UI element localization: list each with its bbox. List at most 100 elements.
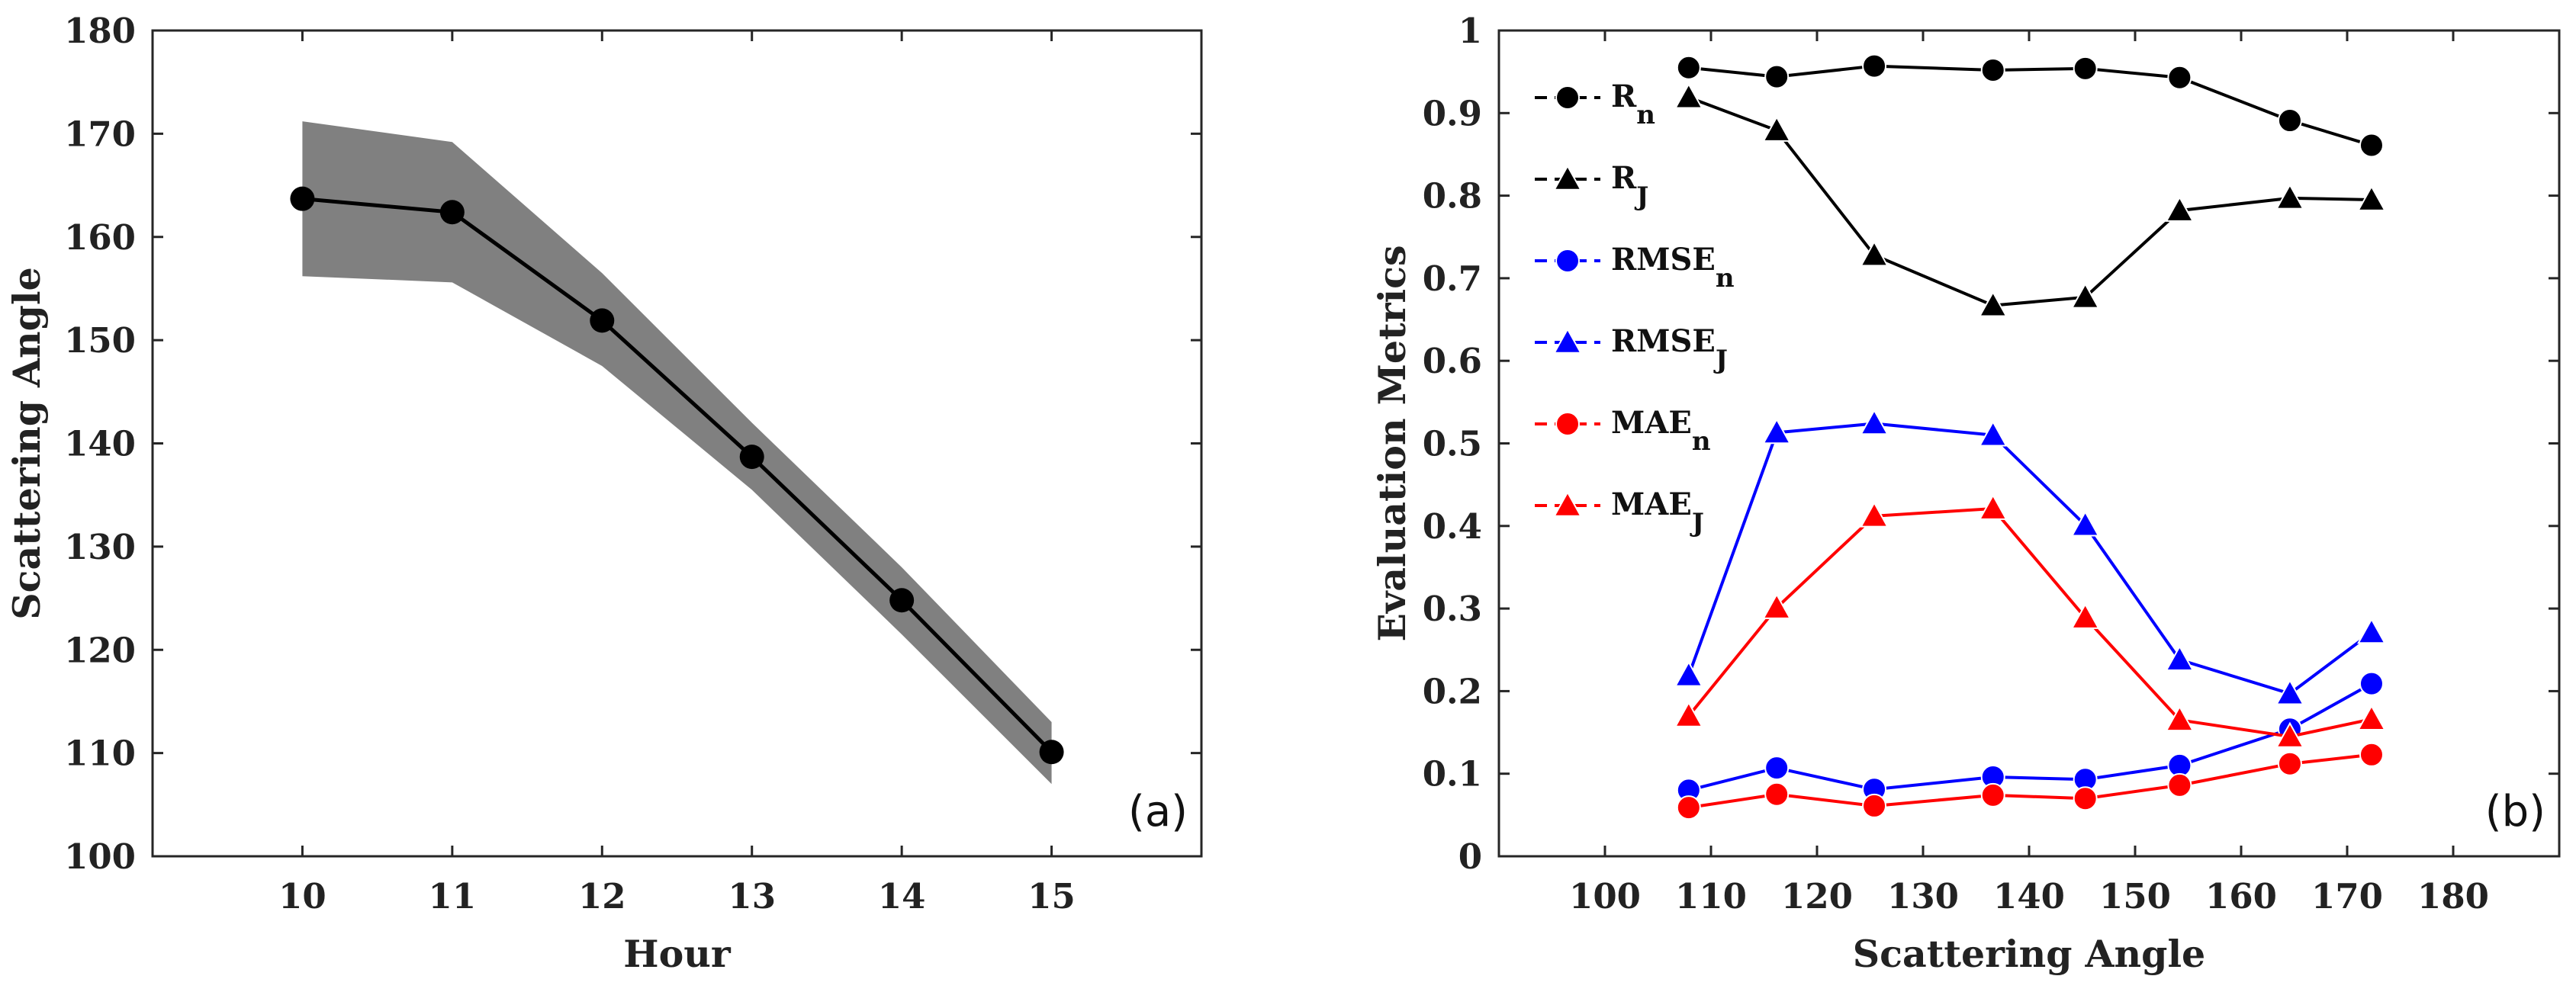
legend-name: R <box>1611 79 1637 114</box>
x-axis-label: Scattering Angle <box>1853 932 2206 976</box>
x-axis-label: Hour <box>623 932 732 976</box>
y-tick-label: 0.6 <box>1423 341 1482 381</box>
series-rmse-j <box>1674 409 2386 705</box>
y-tick-label: 0.3 <box>1423 589 1482 629</box>
legend-entry: RMSEn <box>1611 242 1735 294</box>
legend-entry: RJ <box>1611 160 1648 212</box>
x-tick-label: 14 <box>878 876 926 917</box>
y-tick-label: 130 <box>64 527 136 567</box>
x-tick-label: 12 <box>578 876 626 917</box>
data-point <box>1978 291 2008 317</box>
legend-marker <box>1553 164 1582 191</box>
legend-subscript: n <box>1692 426 1711 457</box>
legend-name: RMSE <box>1611 242 1716 278</box>
mean-point <box>889 588 915 613</box>
data-point <box>1978 420 2008 447</box>
x-tick-label: 11 <box>429 876 477 917</box>
data-point <box>1764 756 1790 781</box>
y-tick-label: 1 <box>1458 11 1482 51</box>
mean-point <box>1039 740 1064 765</box>
y-tick-label: 0.8 <box>1423 176 1482 217</box>
legend-marker <box>1553 490 1582 517</box>
y-tick-label: 120 <box>64 630 136 670</box>
y-tick-label: 0.1 <box>1423 754 1482 795</box>
y-tick-label: 110 <box>64 734 136 774</box>
data-point <box>1862 793 1887 818</box>
mean-point <box>590 308 615 333</box>
data-point <box>2357 704 2386 731</box>
data-point <box>1762 592 1792 619</box>
data-point <box>1860 240 1889 267</box>
mean-line <box>302 197 1053 754</box>
data-point <box>1674 660 1703 687</box>
legend-name: MAE <box>1611 486 1692 522</box>
series-line <box>1688 753 2372 810</box>
data-point <box>2277 108 2302 133</box>
y-tick-label: 170 <box>64 114 136 154</box>
data-point <box>2275 183 2304 210</box>
mean-point <box>739 445 764 470</box>
series-rmse-n <box>1676 671 2384 803</box>
data-point <box>2070 282 2100 309</box>
y-tick-label: 0 <box>1458 836 1482 877</box>
y-tick-label: 140 <box>64 424 136 464</box>
legend-subscript: n <box>1716 263 1735 294</box>
x-tick-label: 170 <box>2311 876 2383 917</box>
data-point <box>1764 64 1790 89</box>
legend-name: MAE <box>1611 405 1692 441</box>
data-point <box>2359 133 2384 158</box>
data-point <box>1862 53 1887 79</box>
legend-subscript: J <box>1713 345 1728 375</box>
data-point <box>1762 115 1792 142</box>
data-point <box>2167 772 2192 798</box>
y-axis-label: Evaluation Metrics <box>1370 245 1414 641</box>
data-point <box>1764 782 1790 807</box>
x-tick-label: 100 <box>1569 876 1641 917</box>
y-tick-label: 100 <box>64 836 136 877</box>
x-tick-label: 110 <box>1675 876 1747 917</box>
data-point <box>1980 57 2005 82</box>
data-point <box>2073 56 2098 81</box>
series-r-n <box>1676 53 2384 158</box>
y-axis-label: Scattering Angle <box>5 267 49 620</box>
legend-marker <box>1553 327 1582 354</box>
legend-name: R <box>1611 160 1637 196</box>
panel-label: (b) <box>2485 787 2545 836</box>
data-point <box>1676 795 1701 820</box>
series-line <box>1688 682 2372 792</box>
y-tick-label: 160 <box>64 217 136 258</box>
x-tick-label: 180 <box>2417 876 2489 917</box>
series-r-j <box>1674 82 2386 317</box>
x-tick-label: 140 <box>1993 876 2065 917</box>
data-point <box>2275 721 2304 748</box>
data-point <box>1978 493 2008 520</box>
data-point <box>1860 409 1889 435</box>
legend-entry: MAEn <box>1611 405 1711 457</box>
mean-point <box>439 200 465 225</box>
x-tick-label: 10 <box>278 876 326 917</box>
legend-subscript: J <box>1634 181 1648 212</box>
data-point <box>2165 644 2195 672</box>
y-tick-label: 180 <box>64 11 136 51</box>
y-tick-label: 0.7 <box>1423 258 1482 299</box>
series-mae-n <box>1676 742 2384 820</box>
y-tick-label: 150 <box>64 320 136 361</box>
data-point <box>2277 751 2302 776</box>
data-point <box>2359 671 2384 696</box>
series-line <box>1688 95 2372 307</box>
legend-subscript: n <box>1636 100 1655 130</box>
data-point <box>1980 782 2005 807</box>
y-tick-label: 0.5 <box>1423 424 1482 464</box>
y-tick-label: 0.9 <box>1423 93 1482 133</box>
x-tick-label: 130 <box>1887 876 1959 917</box>
x-tick-label: 160 <box>2205 876 2277 917</box>
data-point <box>2070 602 2100 629</box>
legend-marker <box>1555 85 1580 110</box>
data-point <box>2167 65 2192 90</box>
data-point <box>2073 786 2098 811</box>
x-tick-label: 15 <box>1028 876 1076 917</box>
legend-entry: RMSEJ <box>1611 323 1728 375</box>
uncertainty-band <box>302 121 1052 785</box>
